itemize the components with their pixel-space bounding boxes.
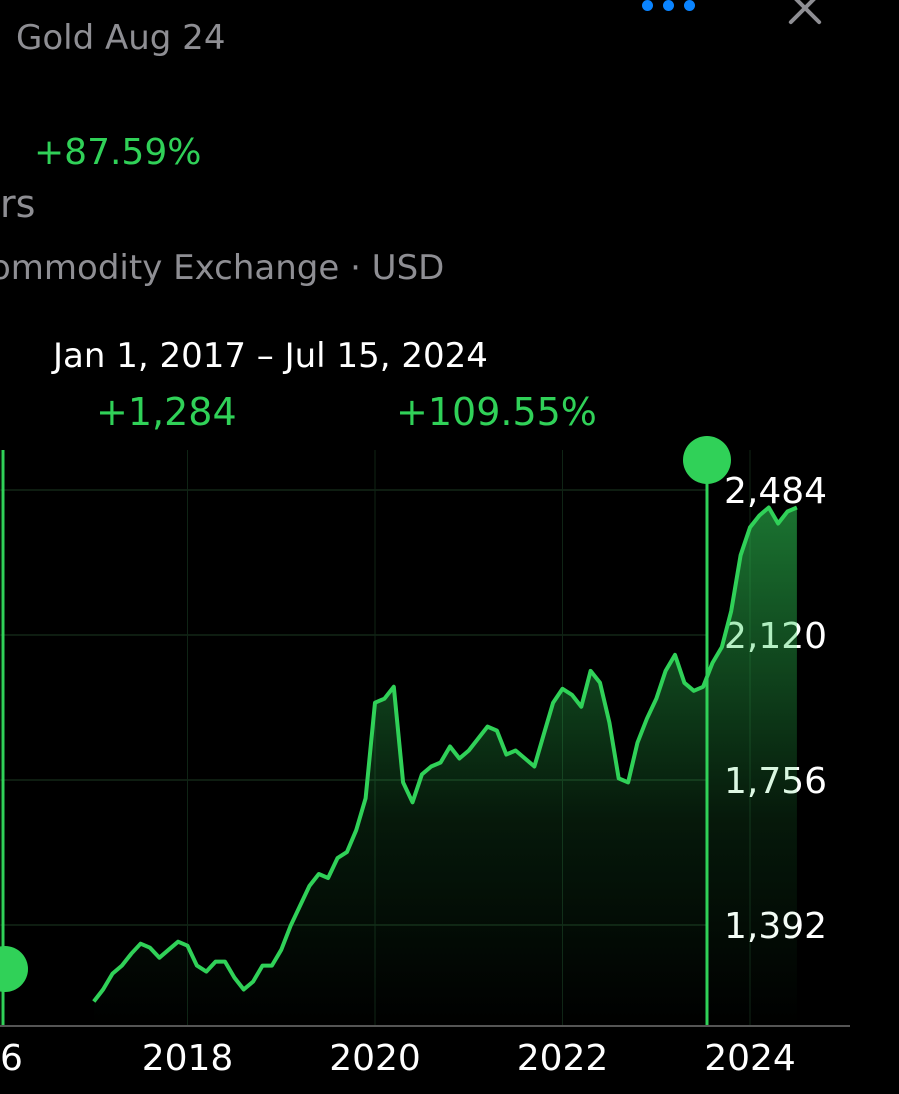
x-tick-label: 6 (0, 1038, 23, 1079)
range-end-handle (683, 436, 731, 484)
x-tick-label: 2018 (142, 1038, 234, 1079)
range-change: +1,284 (96, 390, 237, 434)
instrument-title: Gold Aug 24 (16, 18, 226, 58)
price-line (92, 505, 798, 1003)
percent-change: +87.59% (34, 132, 202, 173)
x-tick-label: 2022 (517, 1038, 609, 1079)
exchange-currency: ommodity Exchange · USD (0, 248, 445, 288)
price-area (93, 507, 797, 1026)
x-tick-label: 2020 (329, 1038, 421, 1079)
subtitle-fragment: rs (0, 182, 36, 226)
selected-range: Jan 1, 2017 – Jul 15, 2024 (53, 336, 488, 376)
range-start-handle (0, 946, 28, 992)
range-change-percent: +109.55% (396, 390, 597, 434)
ellipsis-icon[interactable] (642, 0, 698, 14)
y-tick-label: 2,484 (724, 471, 827, 512)
x-tick-label: 2024 (704, 1038, 796, 1079)
